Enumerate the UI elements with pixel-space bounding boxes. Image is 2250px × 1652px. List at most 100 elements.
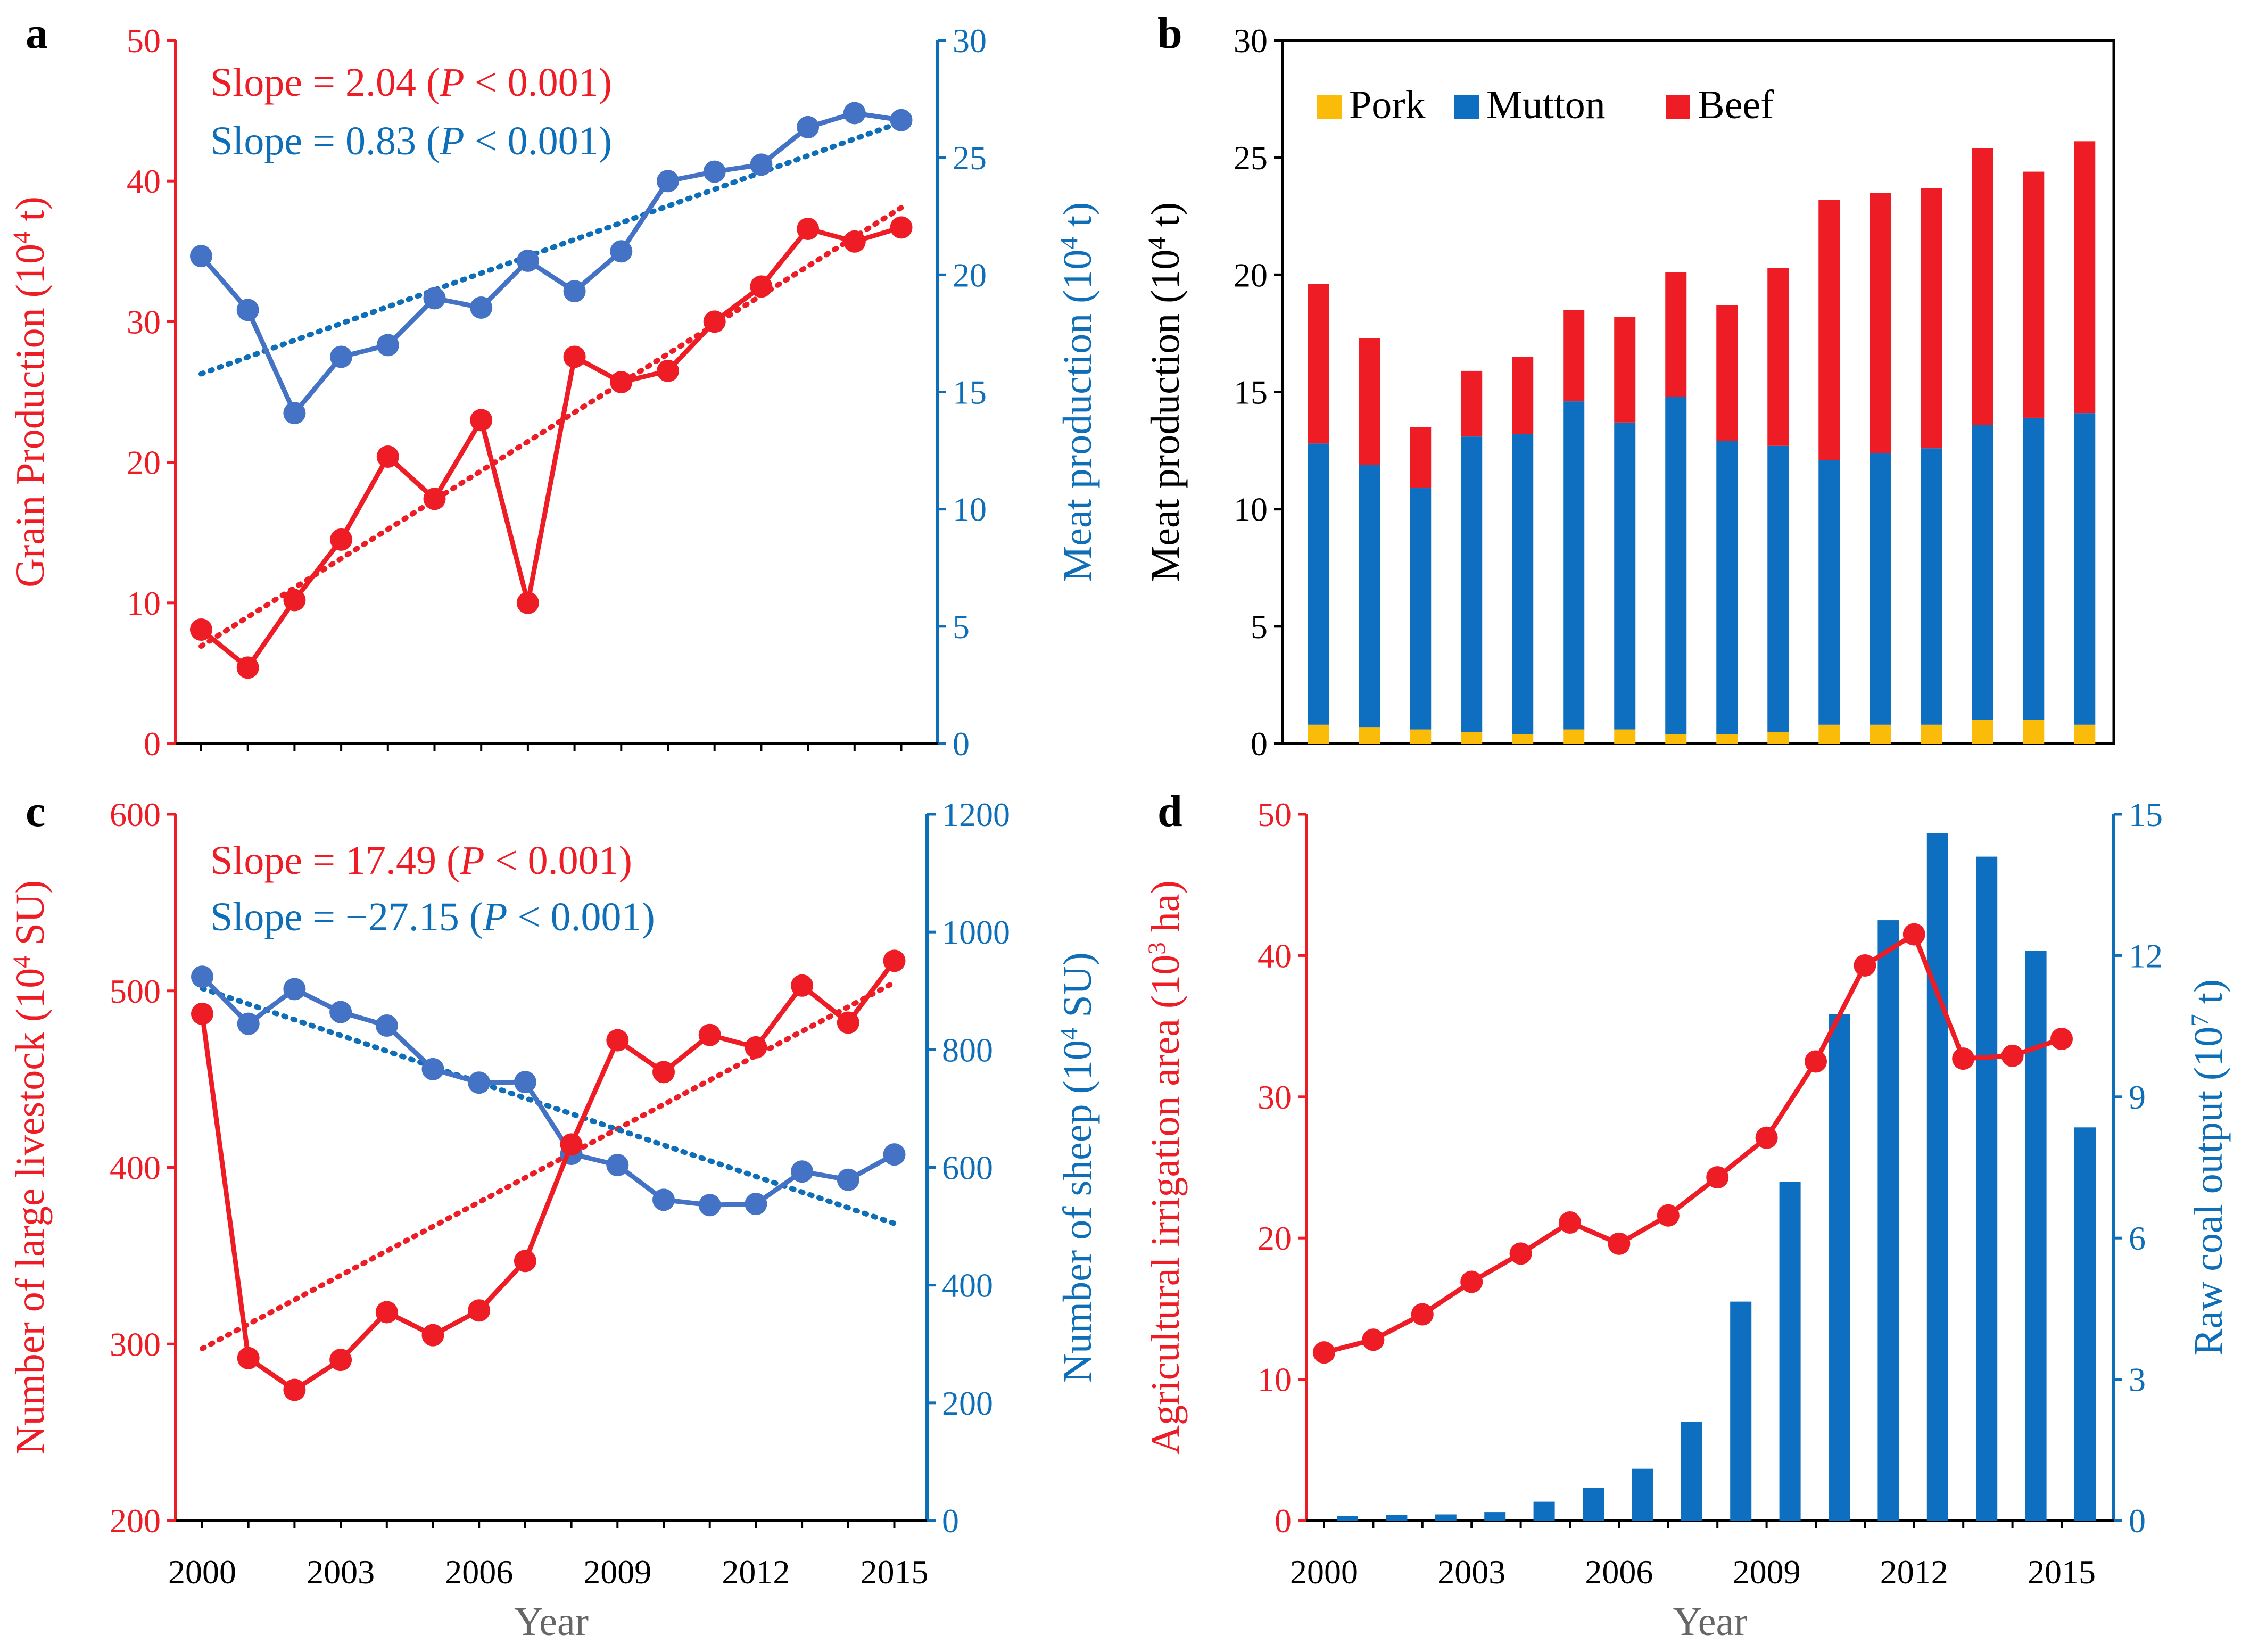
large-livestock-point <box>883 949 906 972</box>
label-part: Grain Production (10 <box>8 244 53 588</box>
label-part: < 0.001) <box>485 838 632 883</box>
bar-mutton <box>1921 448 1942 725</box>
bar-beef <box>1716 305 1738 441</box>
bar-mutton <box>1972 425 1993 720</box>
large-livestock-point <box>468 1299 491 1322</box>
panel-a: a 0 10 20 30 40 50 0 5 10 15 20 25 30 <box>26 9 987 763</box>
large-livestock-point <box>560 1133 583 1156</box>
right-tick-label: 3 <box>2129 1361 2146 1399</box>
bar-mutton <box>1870 452 1891 725</box>
bar-pork <box>2074 724 2096 744</box>
meat-production-point <box>563 280 586 303</box>
raw-coal-bar <box>1779 1182 1801 1521</box>
label-superscript: 4 <box>1143 237 1171 250</box>
bar-pork <box>1563 729 1585 744</box>
raw-coal-bar <box>1533 1501 1555 1521</box>
left-tick-label: 30 <box>1258 1078 1292 1116</box>
bar-pork <box>1410 729 1432 744</box>
sheep-point <box>237 1012 260 1035</box>
label-part: t) <box>1143 202 1188 237</box>
label-superscript: 4 <box>8 232 36 244</box>
raw-coal-bar <box>1632 1468 1653 1521</box>
label-superscript: 4 <box>1055 1028 1083 1040</box>
panel-d: d 0 10 20 30 40 50 0 3 6 9 12 15 2000 2003 2006 2009 2012… <box>1157 787 2163 1644</box>
grain-production-point <box>610 371 633 394</box>
grain-production-point <box>283 589 306 612</box>
legend-swatch-beef <box>1666 95 1690 119</box>
sheep-point <box>421 1058 444 1080</box>
meat-production-point <box>610 240 633 263</box>
label-part: Raw coal output (10 <box>2186 1027 2231 1356</box>
left-axis-title: Agricultural irrigation area (103 ha) <box>1143 880 1188 1455</box>
bar-beef <box>1359 338 1380 465</box>
left-tick-label: 10 <box>1258 1361 1292 1399</box>
bar-pork <box>2023 720 2045 744</box>
x-tick-label: 2009 <box>1733 1553 1801 1591</box>
y-tick-label: 15 <box>1234 374 1268 411</box>
irrigation-point <box>2050 1027 2073 1050</box>
raw-coal-bar <box>1976 856 1998 1521</box>
panel-letter-b: b <box>1157 9 1182 58</box>
left-axis-title: Grain Production (104 t) <box>8 196 53 588</box>
x-tick-label: 2015 <box>861 1553 929 1591</box>
grain-production-point <box>890 216 913 239</box>
right-tick-label: 800 <box>942 1031 993 1069</box>
slope-annotation-livestock: Slope = 17.49 (P < 0.001) <box>210 838 632 883</box>
sheep-point <box>375 1014 398 1037</box>
label-part: SU) <box>1055 952 1100 1027</box>
irrigation-point <box>1460 1270 1483 1293</box>
left-tick-label: 50 <box>1258 796 1292 833</box>
bar-pork <box>1767 731 1789 744</box>
label-part: t) <box>1055 202 1100 237</box>
bar-pork <box>1359 727 1380 744</box>
left-tick-label: 50 <box>127 22 161 60</box>
y-axis-title: Meat production (104 t) <box>1143 202 1188 582</box>
irrigation-point <box>1854 954 1876 977</box>
bar-beef <box>1563 310 1585 402</box>
bar-pork <box>1665 734 1687 744</box>
label-italic: P <box>459 838 484 883</box>
bar-pork <box>1512 734 1534 744</box>
left-tick-label: 0 <box>144 725 161 763</box>
large-livestock-point <box>514 1250 536 1273</box>
x-tick-label: 2000 <box>168 1553 236 1591</box>
raw-coal-bar <box>1829 1014 1850 1521</box>
grain-production-point <box>843 230 866 253</box>
bar-pork <box>1972 720 1993 744</box>
right-axis-title: Number of sheep (104 SU) <box>1055 952 1100 1383</box>
left-tick-label: 40 <box>1258 937 1292 974</box>
bar-beef <box>1665 272 1687 397</box>
sheep-point <box>514 1071 536 1094</box>
meat-production-point <box>190 245 212 268</box>
x-tick-label: 2003 <box>307 1553 375 1591</box>
bar-mutton <box>1308 443 1329 725</box>
raw-coal-bar <box>1484 1512 1506 1521</box>
right-tick-label: 0 <box>942 1502 959 1540</box>
raw-coal-bar <box>2025 951 2047 1521</box>
y-tick-label: 20 <box>1234 256 1268 294</box>
x-axis-title: Year <box>1673 1599 1747 1644</box>
label-part: Meat production (10 <box>1055 250 1100 582</box>
legend-label-mutton: Mutton <box>1486 82 1606 127</box>
label-part: Number of sheep (10 <box>1055 1040 1100 1383</box>
label-part: Slope = −27.15 ( <box>210 895 483 939</box>
grain-production-point <box>750 275 773 298</box>
large-livestock-point <box>237 1347 260 1369</box>
raw-coal-bar <box>1730 1301 1752 1521</box>
sheep-point <box>791 1160 814 1183</box>
bar-pork <box>1870 724 1891 744</box>
bar-beef <box>1512 357 1534 434</box>
irrigation-point <box>1362 1328 1385 1351</box>
label-superscript: 4 <box>8 955 36 968</box>
irrigation-point <box>1559 1211 1581 1234</box>
bar-mutton <box>1614 422 1636 730</box>
sheep-point <box>837 1168 859 1191</box>
label-superscript: 3 <box>1143 942 1171 955</box>
large-livestock-line <box>200 959 897 1393</box>
sheep-point <box>329 1001 352 1023</box>
large-livestock-point <box>329 1349 352 1372</box>
sheep-point <box>468 1071 491 1094</box>
label-part: ha) <box>1143 880 1188 942</box>
legend-swatch-pork <box>1317 95 1342 119</box>
